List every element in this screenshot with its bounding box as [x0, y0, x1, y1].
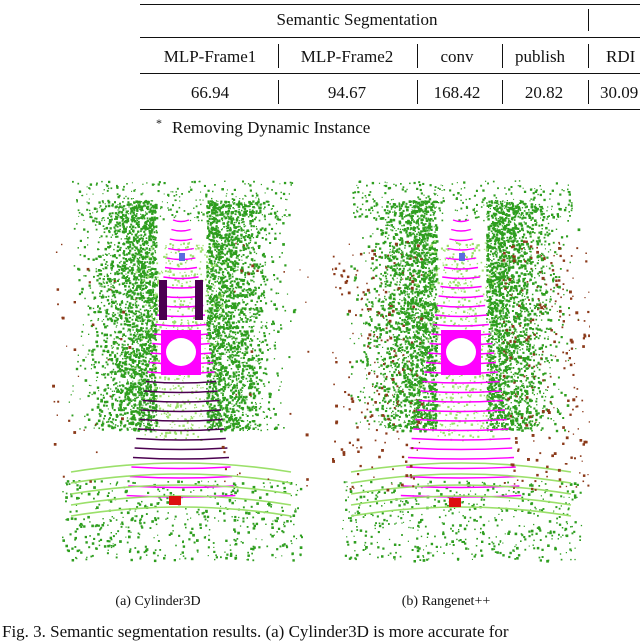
col-header-rdi: RDI — [606, 47, 636, 66]
vegetation-right — [206, 200, 297, 433]
footnote-text: Removing Dynamic Instance — [172, 118, 371, 137]
col-header-mlp-frame1: MLP-Frame1 — [163, 47, 257, 66]
vegetation-left — [346, 200, 439, 433]
row-separator-3 — [502, 80, 503, 104]
sidewalk-patch-left — [159, 280, 167, 320]
col-separator-3 — [502, 44, 503, 68]
car-cluster — [169, 496, 181, 505]
terrain-scan-lines — [350, 462, 572, 517]
cell-mlp-frame1: 66.94 — [190, 83, 230, 102]
person-cluster — [179, 253, 185, 261]
row-separator-2 — [417, 80, 418, 104]
trunk-points — [332, 240, 590, 492]
col-header-mlp-frame2: MLP-Frame2 — [300, 47, 394, 66]
trunk-points — [52, 242, 310, 487]
col-header-conv: conv — [440, 47, 474, 66]
vegetation-bottom — [62, 480, 303, 563]
table-top-rule — [140, 4, 640, 5]
point-cloud-rangenet — [332, 180, 590, 563]
cell-publish: 20.82 — [524, 83, 564, 102]
person-cluster — [459, 253, 465, 261]
vegetation-right — [486, 200, 581, 433]
cell-mlp-frame2: 94.67 — [327, 83, 367, 102]
table-bottom-rule — [140, 109, 640, 110]
vegetation-top — [72, 180, 294, 223]
table-group-separator — [588, 9, 589, 31]
cell-rdi: 30.09 — [600, 83, 639, 102]
road-scan-lines — [400, 219, 522, 498]
table-mid-rule — [140, 37, 640, 38]
figure-caption: Fig. 3. Semantic segmentation results. (… — [2, 622, 509, 641]
table-group-header: Semantic Segmentation — [276, 10, 438, 29]
sidewalk-patch-right — [195, 280, 203, 320]
table-header-rule — [140, 73, 640, 74]
sensor-blank — [446, 338, 476, 366]
col-separator-1 — [278, 44, 279, 68]
cell-conv: 168.42 — [433, 83, 481, 102]
vegetation-left — [68, 200, 159, 433]
row-separator-4 — [588, 80, 589, 104]
row-separator-1 — [278, 80, 279, 104]
car-cluster — [449, 498, 461, 507]
subcaption-rangenet: (b) Rangenet++ — [401, 594, 491, 609]
vegetation-bottom — [342, 480, 583, 563]
vegetation-top — [352, 180, 573, 222]
terrain-scan-lines — [70, 462, 292, 517]
point-cloud-cylinder3d — [52, 180, 310, 563]
col-header-publish: publish — [515, 47, 566, 66]
col-separator-2 — [417, 44, 418, 68]
footnote-mark: * — [156, 116, 162, 130]
col-separator-4 — [588, 44, 589, 68]
sensor-blank — [166, 338, 196, 366]
subcaption-cylinder3d: (a) Cylinder3D — [115, 594, 201, 609]
